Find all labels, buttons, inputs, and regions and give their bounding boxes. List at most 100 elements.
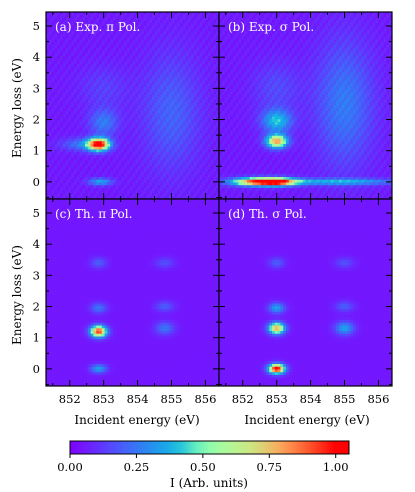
heatmap-cell [51, 20, 55, 24]
heatmap-cell [46, 31, 50, 35]
heatmap-cell [65, 47, 69, 51]
heatmap-cell [196, 34, 200, 38]
heatmap-cell [146, 34, 150, 38]
heatmap-cell [73, 20, 78, 24]
heatmap-cell [73, 17, 78, 21]
heatmap-cell [129, 17, 133, 21]
heatmap-cell [126, 45, 131, 49]
heatmap-cell [165, 45, 170, 49]
heatmap-cell [160, 14, 164, 18]
heatmap-cell [207, 14, 212, 18]
heatmap-cell [182, 14, 187, 18]
heatmap-cell [65, 25, 69, 29]
heatmap-cell [118, 36, 122, 40]
heatmap-cell [202, 14, 206, 18]
heatmap-cell [149, 14, 153, 18]
heatmap-cell [188, 42, 192, 46]
heatmap-cell [93, 14, 97, 18]
heatmap-cell [65, 42, 69, 46]
heatmap-cell [171, 47, 175, 51]
heatmap-cell [140, 25, 145, 29]
heatmap-cell [54, 31, 58, 35]
heatmap-cell [191, 47, 195, 51]
heatmap-cell [207, 47, 212, 51]
heatmap-cell [140, 50, 145, 54]
heatmap-cell [62, 42, 67, 46]
heatmap-cell [171, 28, 175, 32]
heatmap-cell [182, 36, 187, 40]
heatmap-cell [126, 14, 131, 18]
heatmap-cell [202, 47, 206, 51]
heatmap-cell [202, 36, 206, 40]
heatmap-cell [188, 36, 192, 40]
heatmap-cell [129, 31, 133, 35]
heatmap-cell [71, 23, 75, 27]
heatmap-cell [62, 25, 67, 29]
heatmap-cell [112, 39, 117, 43]
heatmap-cell [179, 45, 184, 49]
heatmap-cell [62, 17, 67, 21]
heatmap-cell [115, 47, 120, 51]
heatmap-cell [121, 28, 125, 32]
heatmap-cell [205, 47, 209, 51]
heatmap-cell [65, 14, 69, 18]
heatmap-cell [168, 23, 173, 27]
heatmap-cell [54, 20, 58, 24]
heatmap-cell [216, 34, 220, 38]
heatmap-cell [182, 17, 187, 21]
heatmap-cell [143, 17, 147, 21]
heatmap-cell [126, 12, 131, 16]
heatmap-cell [110, 45, 114, 49]
heatmap-cell [110, 28, 114, 32]
heatmap-cell [185, 31, 189, 35]
heatmap-cell [154, 12, 159, 16]
heatmap-cell [213, 12, 217, 16]
heatmap-cell [93, 20, 97, 24]
heatmap-cell [154, 45, 159, 49]
heatmap-cell [76, 50, 80, 54]
heatmap-cell [90, 34, 94, 38]
heatmap-cell [96, 23, 100, 27]
heatmap-cell [179, 36, 184, 40]
heatmap-cell [90, 45, 94, 49]
heatmap-cell [129, 39, 133, 43]
heatmap-cell [46, 23, 50, 27]
heatmap-cell [99, 36, 103, 40]
heatmap-cell [146, 39, 150, 43]
heatmap-cell [107, 20, 111, 24]
heatmap-cell [174, 25, 178, 29]
heatmap-cell [129, 34, 133, 38]
heatmap-cell [82, 42, 86, 46]
heatmap-cell [59, 31, 64, 35]
heatmap-cell [174, 23, 178, 27]
heatmap-cell [79, 31, 83, 35]
heatmap-cell [143, 28, 147, 32]
heatmap-cell [79, 42, 83, 46]
heatmap-cell [157, 12, 161, 16]
heatmap-cell [124, 25, 128, 29]
heatmap-cell [146, 31, 150, 35]
heatmap-cell [107, 34, 111, 38]
heatmap-cell [210, 23, 214, 27]
heatmap-cell [46, 12, 50, 16]
heatmap-cell [87, 20, 92, 24]
heatmap-cell [179, 42, 184, 46]
heatmap-cell [163, 39, 167, 43]
heatmap-cell [48, 12, 53, 16]
heatmap-cell [118, 50, 122, 54]
heatmap-cell [79, 50, 83, 54]
heatmap-cell [96, 25, 100, 29]
heatmap-cell [62, 12, 67, 16]
heatmap-cell [68, 36, 72, 40]
heatmap-cell [216, 20, 220, 24]
heatmap-cell [101, 45, 106, 49]
heatmap-cell [174, 12, 178, 16]
heatmap-cell [179, 25, 184, 29]
heatmap-cell [48, 34, 53, 38]
heatmap-cell [213, 39, 217, 43]
heatmap-cell [57, 50, 61, 54]
heatmap-cell [101, 39, 106, 43]
heatmap-cell [210, 34, 214, 38]
heatmap-cell [73, 25, 78, 29]
heatmap-cell [121, 20, 125, 24]
